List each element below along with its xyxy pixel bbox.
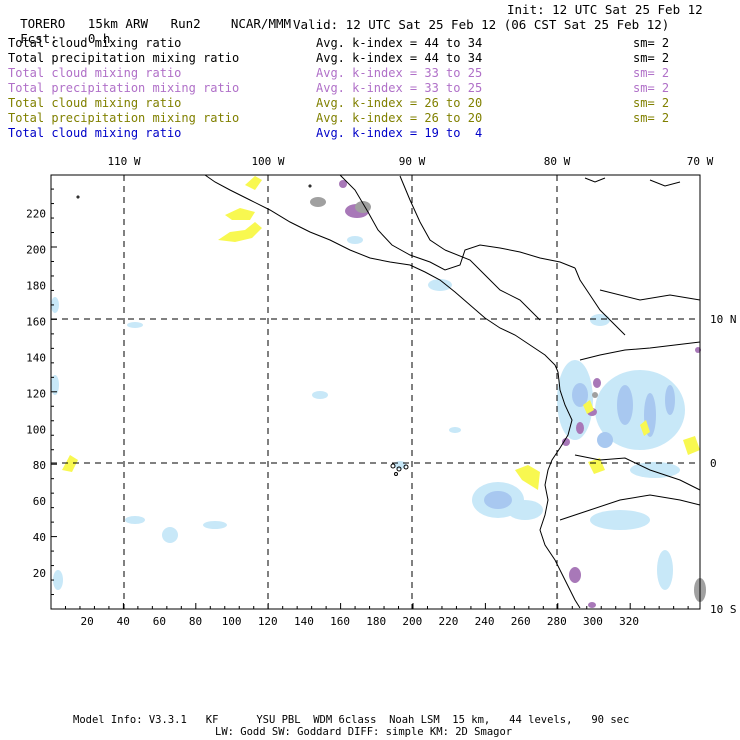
x-tick-label: 200 bbox=[402, 615, 422, 628]
longitude-label: 100 W bbox=[251, 155, 284, 168]
x-tick-label: 160 bbox=[330, 615, 350, 628]
model-name: TORERO bbox=[20, 16, 66, 31]
legend-smoothing: sm= 2 bbox=[633, 51, 670, 65]
model-info-line1: Model Info: V3.3.1 KF YSU PBL WDM 6class… bbox=[73, 714, 630, 726]
legend-smoothing: sm= 2 bbox=[633, 111, 670, 125]
axis-labels: 20 40 60 80 100 120 140 160 180 200 220 240 260 280 30… bbox=[26, 155, 736, 628]
legend-kindex-range: Avg. k-index = 26 to 20 bbox=[316, 111, 483, 125]
model-info-line2: LW: Godd SW: Goddard DIFF: simple KM: 2D… bbox=[215, 726, 513, 738]
legend-kindex-range: Avg. k-index = 26 to 20 bbox=[316, 96, 483, 110]
x-tick-label: 20 bbox=[81, 615, 94, 628]
header-title-line: TORERO 15km ARW Run2 NCAR/MMM bbox=[5, 3, 291, 31]
forecast-hour: Fcst: 0 h bbox=[5, 18, 110, 46]
legend-field-name: Total precipitation mixing ratio bbox=[8, 51, 240, 65]
y-tick-label: 200 bbox=[26, 244, 46, 257]
legend-smoothing: sm= 2 bbox=[633, 66, 670, 80]
precip-yellow bbox=[62, 176, 700, 490]
legend-smoothing: sm= 2 bbox=[633, 81, 670, 95]
longitude-label: 80 W bbox=[544, 155, 571, 168]
legend-smoothing: sm= 2 bbox=[633, 36, 670, 50]
model-org: NCAR/MMM bbox=[230, 16, 292, 31]
y-tick-label: 20 bbox=[33, 567, 46, 580]
y-tick-label: 100 bbox=[26, 423, 46, 436]
longitude-label: 70 W bbox=[687, 155, 714, 168]
y-tick-label: 60 bbox=[33, 495, 46, 508]
latitude-label: 0 bbox=[710, 457, 717, 470]
x-tick-label: 40 bbox=[117, 615, 130, 628]
forecast-value: 0 h bbox=[87, 31, 111, 46]
x-tick-label: 120 bbox=[258, 615, 278, 628]
x-tick-label: 220 bbox=[438, 615, 458, 628]
y-tick-label: 120 bbox=[26, 387, 46, 400]
y-tick-label: 80 bbox=[33, 459, 46, 472]
legend-kindex-range: Avg. k-index = 19 to 4 bbox=[316, 126, 483, 140]
legend-field-name: Total precipitation mixing ratio bbox=[8, 81, 240, 95]
forecast-label: Fcst: bbox=[20, 31, 58, 46]
x-tick-label: 300 bbox=[583, 615, 603, 628]
shaded-fields bbox=[51, 176, 706, 608]
legend-smoothing: sm= 2 bbox=[633, 96, 670, 110]
legend-kindex-range: Avg. k-index = 44 to 34 bbox=[316, 36, 483, 50]
legend-field-name: Total cloud mixing ratio bbox=[8, 36, 182, 50]
longitude-label: 110 W bbox=[107, 155, 140, 168]
x-tick-label: 140 bbox=[294, 615, 314, 628]
x-tick-label: 240 bbox=[475, 615, 495, 628]
init-time: Init: 12 UTC Sat 25 Feb 12 bbox=[507, 2, 703, 17]
y-tick-label: 160 bbox=[26, 315, 46, 328]
x-tick-label: 280 bbox=[547, 615, 567, 628]
axis-ticks bbox=[51, 188, 689, 609]
latitude-label: 10 S bbox=[710, 603, 737, 616]
latitude-label: 10 N bbox=[710, 313, 737, 326]
legend-field-name: Total cloud mixing ratio bbox=[8, 96, 182, 110]
x-tick-label: 60 bbox=[153, 615, 166, 628]
longitude-label: 90 W bbox=[399, 155, 426, 168]
valid-time: Valid: 12 UTC Sat 25 Feb 12 (06 CST Sat … bbox=[293, 17, 670, 32]
coastlines bbox=[76, 174, 701, 609]
x-tick-label: 100 bbox=[222, 615, 242, 628]
y-tick-label: 180 bbox=[26, 279, 46, 292]
x-tick-label: 80 bbox=[189, 615, 202, 628]
legend-field-name: Total cloud mixing ratio bbox=[8, 66, 182, 80]
model-run: Run2 bbox=[170, 16, 201, 31]
x-tick-label: 260 bbox=[511, 615, 531, 628]
legend-kindex-range: Avg. k-index = 44 to 34 bbox=[316, 51, 483, 65]
x-tick-label: 320 bbox=[619, 615, 639, 628]
cloud-mid-blue bbox=[484, 383, 675, 509]
legend-field-name: Total precipitation mixing ratio bbox=[8, 111, 240, 125]
model-resolution: 15km ARW bbox=[87, 16, 149, 31]
legend-kindex-range: Avg. k-index = 33 to 25 bbox=[316, 81, 483, 95]
x-tick-label: 180 bbox=[366, 615, 386, 628]
y-tick-label: 40 bbox=[33, 531, 46, 544]
legend-field-name: Total cloud mixing ratio bbox=[8, 126, 182, 140]
lat-lon-grid bbox=[51, 175, 700, 609]
y-tick-label: 140 bbox=[26, 351, 46, 364]
y-tick-label: 220 bbox=[26, 208, 46, 221]
legend-kindex-range: Avg. k-index = 33 to 25 bbox=[316, 66, 483, 80]
